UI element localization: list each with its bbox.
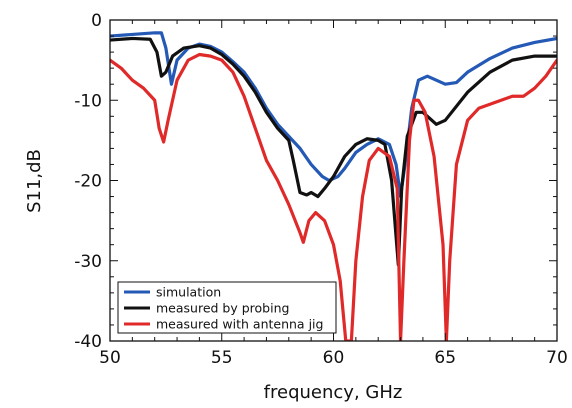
plot-lines bbox=[110, 31, 557, 341]
x-tick-label: 55 bbox=[211, 348, 233, 368]
series-line-1 bbox=[110, 31, 557, 199]
tick-labels: 50 55 60 65 70 0 -10 -20 -30 -40 bbox=[74, 11, 568, 368]
y-tick-label: 0 bbox=[91, 11, 102, 31]
x-tick-label: 70 bbox=[546, 348, 568, 368]
x-tick-label: 65 bbox=[434, 348, 456, 368]
y-tick-label: -40 bbox=[74, 332, 102, 352]
x-axis-title: frequency, GHz bbox=[264, 382, 403, 403]
y-tick-label: -10 bbox=[74, 91, 102, 111]
legend-label-1: simulation bbox=[156, 285, 221, 300]
y-axis-title: S11,dB bbox=[24, 149, 45, 213]
x-tick-label: 50 bbox=[99, 348, 121, 368]
series-line-3 bbox=[110, 52, 557, 341]
legend-label-3: measured with antenna jig bbox=[156, 317, 323, 332]
legend-box bbox=[117, 281, 337, 334]
x-tick-label: 60 bbox=[323, 348, 345, 368]
series-line-2 bbox=[110, 36, 557, 267]
axis-ticks bbox=[109, 19, 558, 342]
y-tick-label: -20 bbox=[74, 172, 102, 192]
legend-label-2: measured by probing bbox=[156, 301, 289, 316]
y-tick-label: -30 bbox=[74, 252, 102, 272]
